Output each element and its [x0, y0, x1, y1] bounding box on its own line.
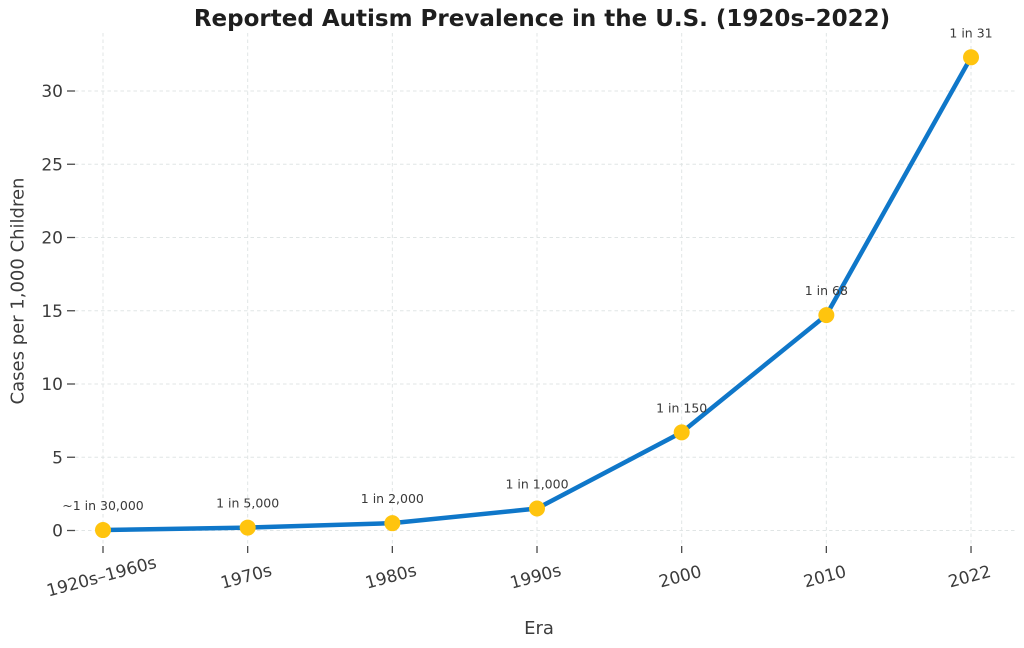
data-point-marker: [963, 49, 980, 66]
y-tick-label: 25: [41, 155, 63, 175]
x-tick-label: 1980s: [363, 561, 419, 594]
x-tick-label: 1920s–1960s: [45, 553, 159, 602]
data-point-marker: [529, 500, 546, 517]
x-tick-label: 2022: [946, 562, 993, 593]
point-annotation-label: ~1 in 30,000: [62, 498, 144, 513]
point-annotation-label: 1 in 150: [656, 400, 707, 415]
x-tick-label: 2000: [657, 562, 704, 593]
x-tick-label: 1970s: [219, 561, 275, 594]
data-point-marker: [384, 515, 401, 532]
x-axis-label: Era: [524, 618, 554, 639]
x-tick-label: 1990s: [508, 561, 564, 594]
chart-title: Reported Autism Prevalence in the U.S. (…: [193, 6, 891, 32]
y-tick-label: 5: [52, 448, 63, 468]
point-annotation-label: 1 in 5,000: [216, 496, 279, 511]
point-annotation-label: 1 in 31: [949, 25, 992, 40]
y-tick-label: 0: [52, 522, 63, 542]
data-point-marker: [673, 424, 690, 441]
y-tick-label: 30: [41, 82, 63, 102]
point-annotation-label: 1 in 2,000: [361, 491, 424, 506]
y-tick-label: 10: [41, 375, 63, 395]
point-annotation-label: 1 in 68: [805, 283, 848, 298]
y-tick-label: 20: [41, 229, 63, 249]
point-annotation-label: 1 in 1,000: [505, 477, 568, 492]
data-point-marker: [818, 307, 835, 324]
y-tick-label: 15: [41, 302, 63, 322]
data-point-marker: [95, 522, 111, 539]
x-tick-label: 2010: [802, 562, 849, 593]
data-point-marker: [239, 519, 256, 536]
